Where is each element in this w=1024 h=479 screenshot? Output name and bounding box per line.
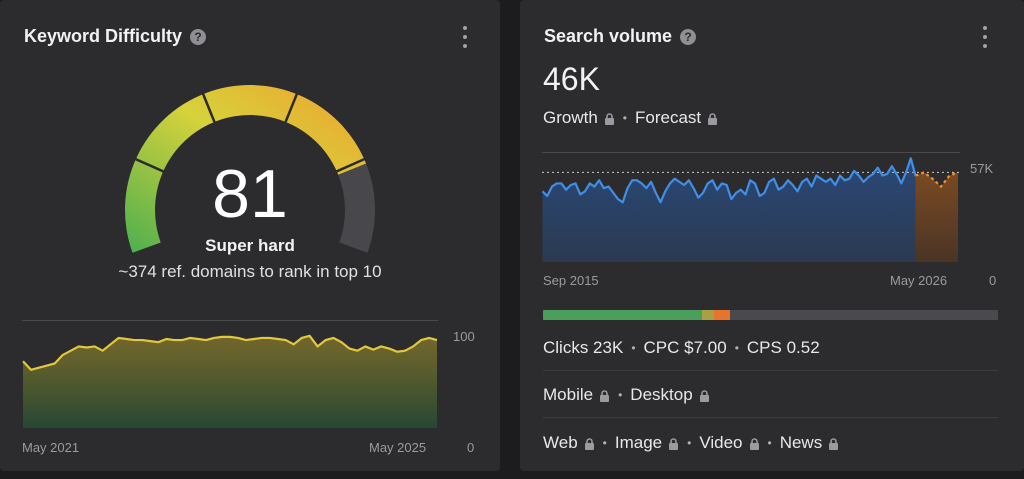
lock-icon bbox=[749, 438, 759, 450]
gauge-track-arc bbox=[338, 163, 375, 253]
kd-end-date: May 2025 bbox=[369, 440, 427, 455]
kd-subtitle: ~374 ref. domains to rank in top 10 bbox=[118, 262, 382, 281]
traffic-distribution-bar bbox=[543, 310, 998, 320]
mobile-label[interactable]: Mobile bbox=[543, 385, 594, 404]
sv-start-date: Sep 2015 bbox=[543, 273, 599, 288]
lock-icon bbox=[584, 438, 594, 450]
separator-dot: • bbox=[687, 436, 692, 450]
search-volume-card: Search volume ? 46K Growth • Forecast 57… bbox=[520, 0, 1024, 471]
growth-label[interactable]: Growth bbox=[543, 108, 598, 127]
kd-trend-line bbox=[22, 334, 438, 371]
keyword-difficulty-card: Keyword Difficulty ? 81 Super hard ~374 … bbox=[0, 0, 500, 471]
sv-forecast-area bbox=[915, 172, 958, 262]
search-volume-chart bbox=[542, 152, 960, 262]
gauge-divider bbox=[334, 157, 367, 174]
help-icon[interactable]: ? bbox=[680, 28, 697, 45]
sv-line bbox=[542, 157, 917, 204]
forecast-label[interactable]: Forecast bbox=[635, 108, 702, 127]
more-options-icon[interactable] bbox=[462, 26, 468, 48]
separator-dot: • bbox=[602, 436, 607, 450]
separator-dot: • bbox=[734, 341, 739, 355]
separator-dot: • bbox=[767, 436, 772, 450]
kd-label: Super hard bbox=[205, 236, 295, 255]
gauge-divider bbox=[201, 91, 217, 125]
separator-dot: • bbox=[618, 388, 623, 402]
growth-forecast-row: Growth • Forecast bbox=[543, 108, 718, 128]
gauge-divider bbox=[283, 91, 299, 125]
kd-title-row: Keyword Difficulty ? bbox=[24, 26, 207, 47]
distribution-segment-mid bbox=[702, 310, 714, 320]
divider bbox=[543, 417, 998, 418]
cps-metric: CPS 0.52 bbox=[746, 338, 820, 357]
serp-type-row: Web • Image • Video • News bbox=[543, 433, 839, 453]
news-label[interactable]: News bbox=[779, 433, 823, 452]
more-options-icon[interactable] bbox=[982, 26, 988, 48]
sv-y-max: 57K bbox=[970, 161, 994, 176]
image-label[interactable]: Image bbox=[614, 433, 663, 452]
lock-icon bbox=[669, 438, 679, 450]
kd-start-date: May 2021 bbox=[22, 440, 80, 455]
separator-dot: • bbox=[631, 341, 636, 355]
lock-icon bbox=[708, 113, 718, 125]
kd-y-min: 0 bbox=[467, 440, 475, 455]
separator-dot: • bbox=[622, 111, 627, 125]
sv-end-date: May 2026 bbox=[890, 273, 948, 288]
clicks-metric: Clicks 23K bbox=[543, 338, 624, 357]
sv-forecast-line bbox=[915, 171, 959, 189]
video-label[interactable]: Video bbox=[699, 433, 743, 452]
kd-score: 81 bbox=[212, 156, 288, 232]
kd-trend-chart bbox=[22, 320, 438, 428]
gauge-filled-arc bbox=[124, 84, 367, 253]
kd-title: Keyword Difficulty bbox=[24, 26, 183, 46]
cpc-metric: CPC $7.00 bbox=[643, 338, 727, 357]
lock-icon bbox=[604, 113, 614, 125]
sv-title-row: Search volume ? bbox=[544, 26, 697, 47]
gauge-divider bbox=[133, 157, 166, 174]
device-row: Mobile • Desktop bbox=[543, 385, 710, 405]
divider bbox=[543, 370, 998, 371]
metrics-row: Clicks 23K • CPC $7.00 • CPS 0.52 bbox=[543, 338, 820, 358]
lock-icon bbox=[600, 390, 610, 402]
lock-icon bbox=[829, 438, 839, 450]
desktop-label[interactable]: Desktop bbox=[630, 385, 693, 404]
sv-title: Search volume bbox=[544, 26, 673, 46]
sv-area bbox=[542, 158, 916, 262]
distribution-segment-orange bbox=[713, 310, 730, 320]
kd-y-max: 100 bbox=[453, 329, 475, 344]
sv-y-min: 0 bbox=[989, 273, 997, 288]
kd-trend-area bbox=[23, 335, 437, 428]
search-volume-value: 46K bbox=[543, 61, 600, 97]
web-label[interactable]: Web bbox=[543, 433, 578, 452]
help-icon[interactable]: ? bbox=[190, 28, 207, 45]
lock-icon bbox=[699, 390, 709, 402]
difficulty-gauge bbox=[124, 84, 375, 253]
distribution-segment-clicks bbox=[543, 310, 703, 320]
